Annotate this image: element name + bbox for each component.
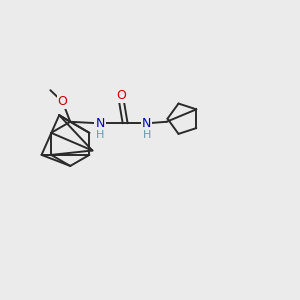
- Text: N: N: [95, 117, 105, 130]
- Text: O: O: [58, 95, 68, 108]
- Text: O: O: [116, 89, 126, 102]
- Text: H: H: [96, 130, 104, 140]
- Text: H: H: [142, 130, 151, 140]
- Text: N: N: [142, 117, 151, 130]
